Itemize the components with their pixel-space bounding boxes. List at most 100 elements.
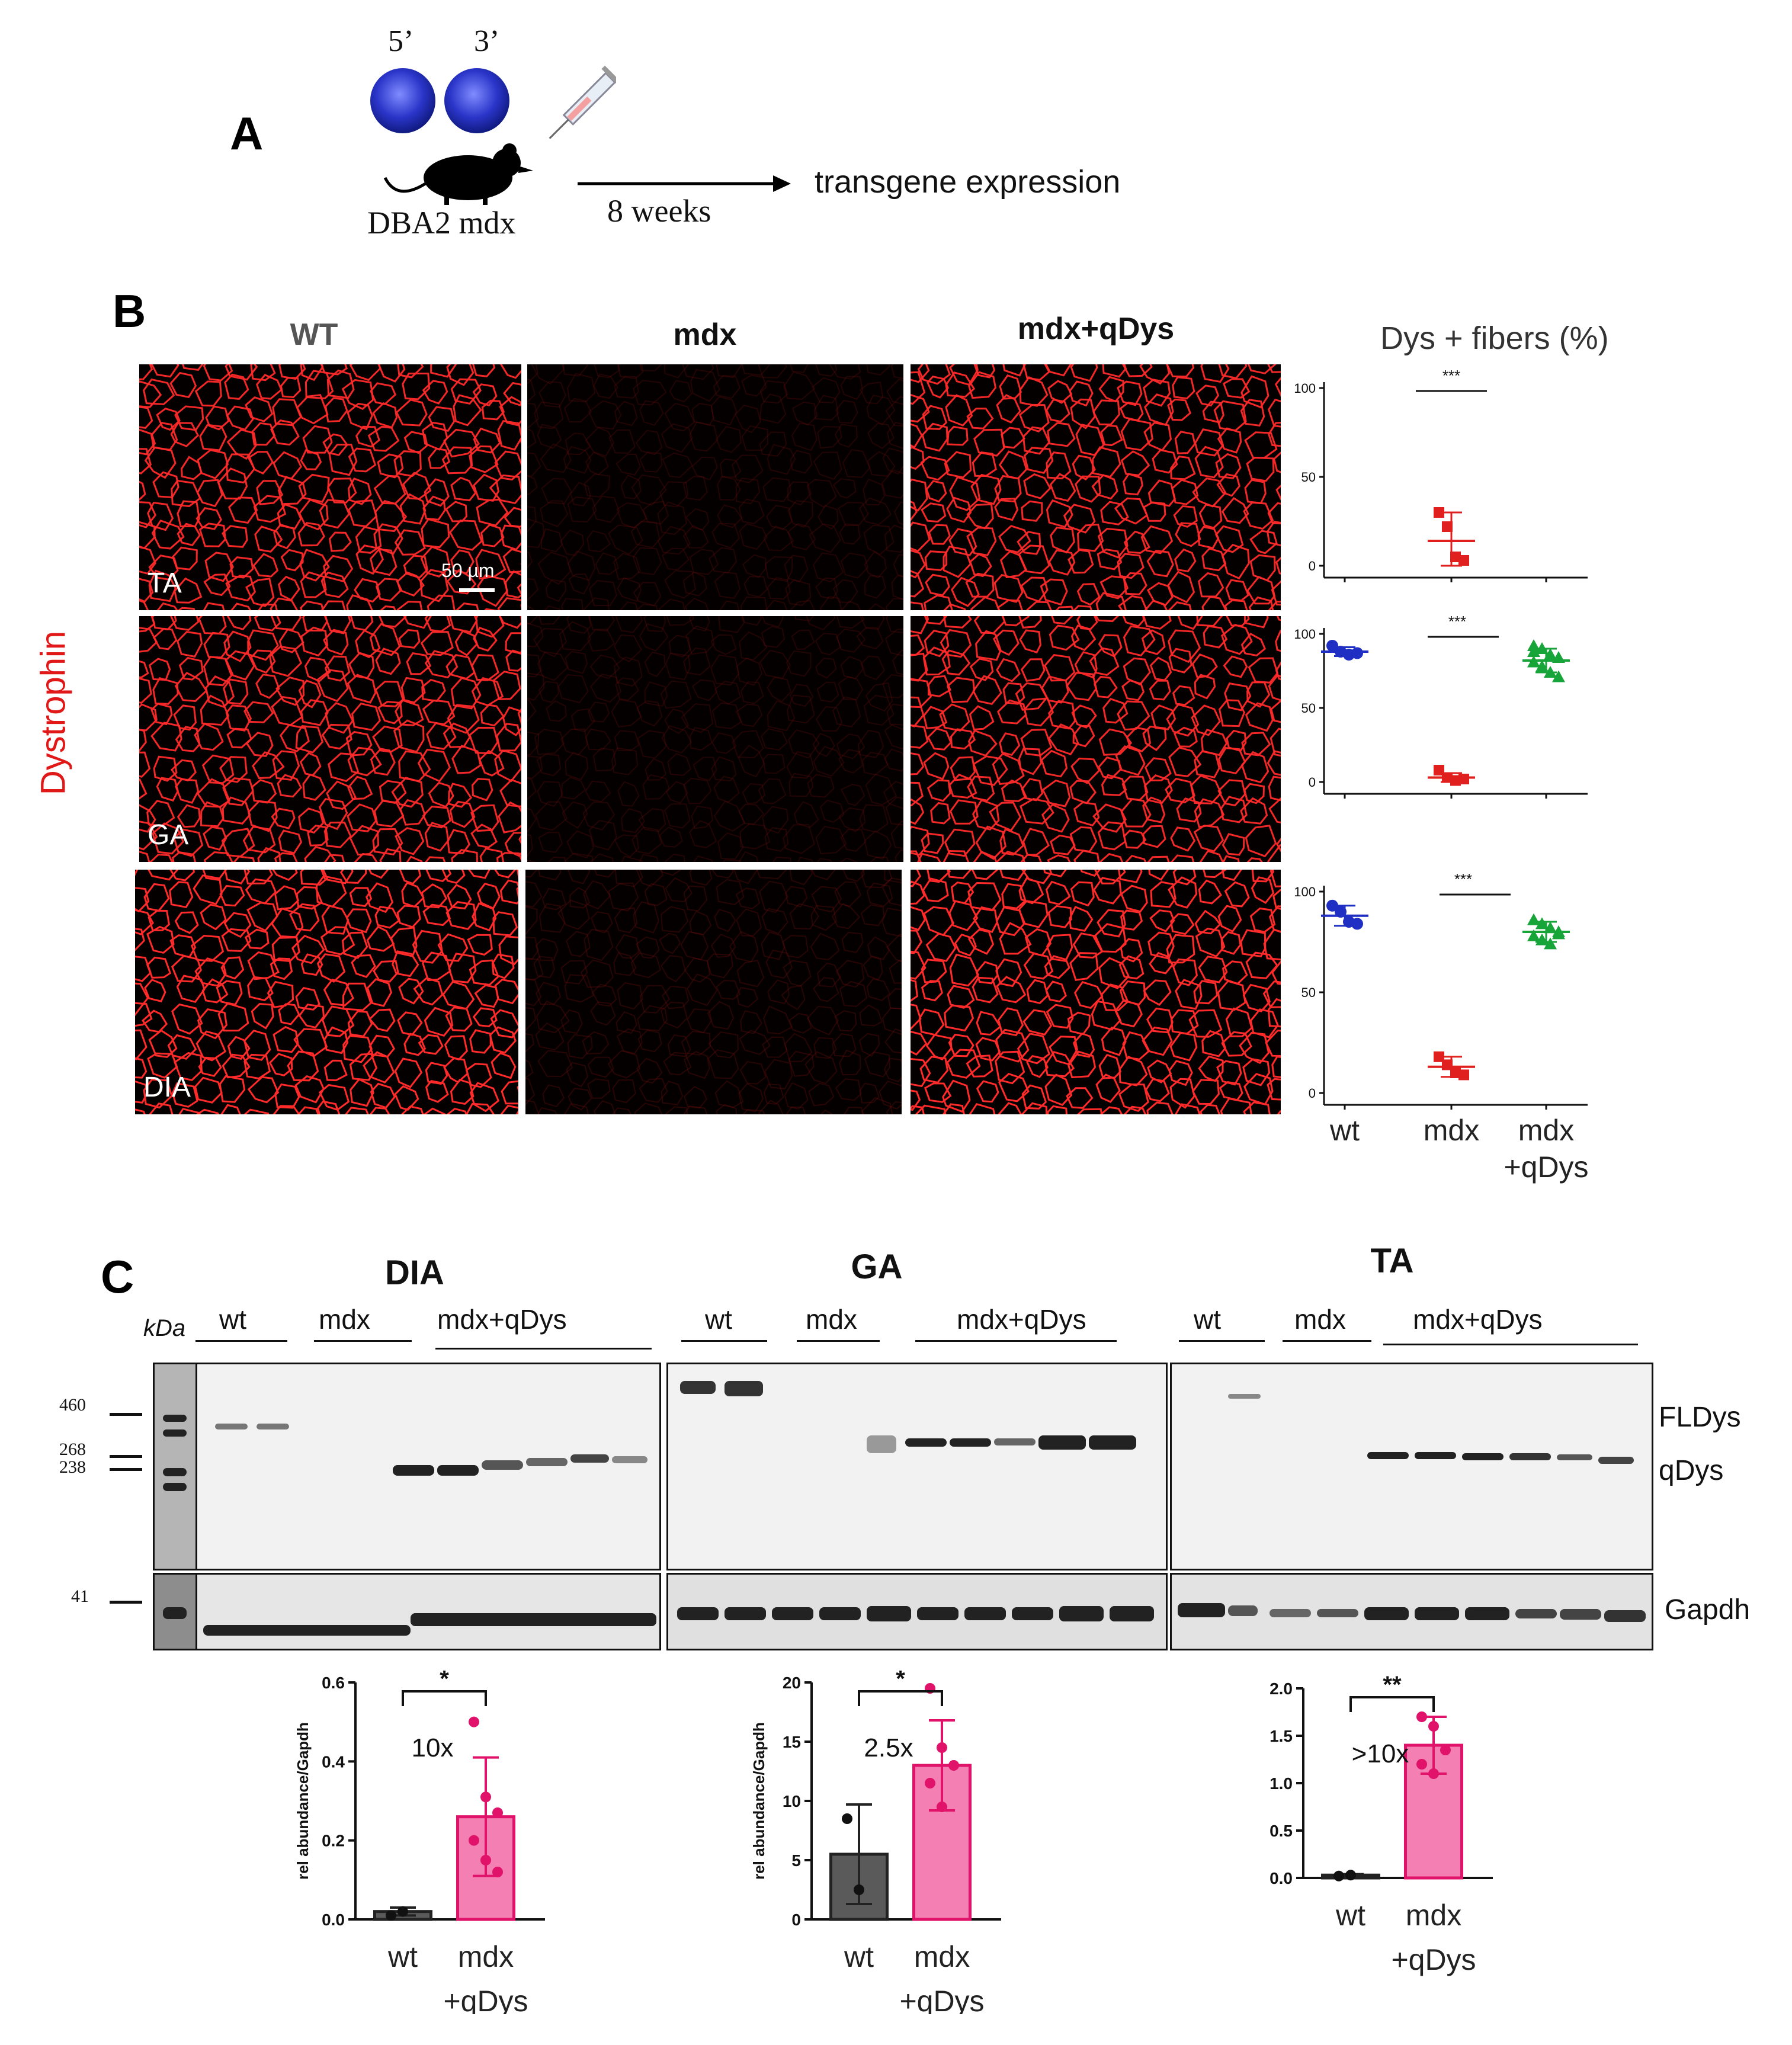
scale-bar xyxy=(459,588,495,592)
data-point xyxy=(397,1906,408,1917)
data-point xyxy=(937,1802,947,1812)
marker-41: 41 xyxy=(71,1586,89,1606)
data-point xyxy=(1434,765,1444,775)
bar-chart-ta: 0.0 0.5 1.0 1.5 2.0 ** >10x wt mdx +qDys xyxy=(1270,1672,1493,1976)
significance-label: *** xyxy=(1448,613,1466,630)
fiber-stain-texture xyxy=(911,364,1281,610)
western-blot-ga-gapdh xyxy=(666,1573,1168,1650)
y-tick-label: 0 xyxy=(1309,559,1316,573)
significance-label: * xyxy=(896,1671,905,1692)
y-axis-label: rel abundance/Gapdh xyxy=(294,1722,312,1880)
lane-group-ga-wt: wt xyxy=(705,1304,732,1335)
lane-line-ta-qdys xyxy=(1383,1344,1638,1345)
bar-chart-dia: 0.0 0.2 0.4 0.6 rel abundance/Gapdh * 10x wt mdx… xyxy=(294,1671,545,2014)
y-tick-label: 5 xyxy=(791,1851,801,1870)
column-header-mdx: mdx xyxy=(673,318,737,352)
data-point xyxy=(1326,899,1338,912)
timeline-label: 8 weeks xyxy=(607,193,711,229)
y-tick-label: 15 xyxy=(783,1733,801,1751)
y-tick-label: 100 xyxy=(1294,884,1316,899)
vector-label-5prime: 5’ xyxy=(388,24,414,58)
lane-group-dia-mdx: mdx xyxy=(319,1304,370,1335)
vector-label-3prime: 3’ xyxy=(474,24,500,58)
lane-group-ga-qdys: mdx+qDys xyxy=(957,1304,1086,1335)
syringe-icon xyxy=(549,65,616,139)
data-point xyxy=(1458,774,1469,784)
data-point xyxy=(925,1778,935,1788)
data-point xyxy=(1552,651,1565,663)
y-tick-label: 20 xyxy=(783,1674,801,1692)
y-tick-label: 50 xyxy=(1301,701,1316,716)
data-point xyxy=(492,1867,503,1877)
x-category-label: wt xyxy=(387,1940,418,1973)
column-header-wt: WT xyxy=(290,318,338,352)
y-tick-label: 50 xyxy=(1301,985,1316,1000)
marker-460: 460 xyxy=(59,1395,86,1415)
micrograph-ta-qdys xyxy=(911,364,1281,610)
micrograph-dia-mdx xyxy=(525,870,902,1114)
fiber-stain-texture xyxy=(527,616,903,862)
western-blot-ga-dystrophin xyxy=(666,1363,1168,1570)
data-point xyxy=(1544,666,1557,678)
data-point xyxy=(492,1807,503,1818)
fold-change-label: 10x xyxy=(412,1733,454,1762)
data-point xyxy=(1335,906,1347,918)
data-point xyxy=(937,1742,947,1753)
dystrophin-stain-label: Dystrophin xyxy=(34,630,73,796)
x-category-label: +qDys xyxy=(443,1985,528,2014)
lane-line-ga-wt xyxy=(681,1340,767,1342)
aav-capsid-illustration xyxy=(370,65,616,139)
marker-tick-238 xyxy=(110,1468,142,1471)
data-point xyxy=(1326,640,1338,652)
lane-group-ta-mdx: mdx xyxy=(1294,1304,1346,1335)
panel-c-letter: C xyxy=(101,1251,134,1303)
data-point xyxy=(1527,645,1540,657)
lane-line-dia-qdys xyxy=(435,1348,652,1350)
timeline-arrow xyxy=(578,175,791,192)
micrograph-ta-wt: TA 50 µm xyxy=(139,364,521,610)
y-tick-label: 10 xyxy=(783,1792,801,1810)
data-point xyxy=(854,1884,864,1895)
marker-ladder-lane xyxy=(153,1363,199,1570)
y-tick-label: 0.5 xyxy=(1270,1822,1293,1840)
data-point xyxy=(1535,917,1549,929)
band-label-fldys: FLDys xyxy=(1659,1402,1741,1433)
x-category-label: mdx xyxy=(914,1940,970,1973)
data-point xyxy=(842,1813,852,1824)
y-axis-label: rel abundance/Gapdh xyxy=(750,1722,768,1880)
lane-group-ta-wt: wt xyxy=(1194,1304,1221,1335)
significance-bracket xyxy=(402,1690,487,1706)
fiber-stain-texture xyxy=(135,870,518,1114)
marker-238: 238 xyxy=(59,1457,86,1477)
data-point xyxy=(1527,929,1540,941)
scatter-plot-b-dia: 0 50 100 *** xyxy=(1294,870,1588,1110)
micrograph-ta-mdx xyxy=(527,364,903,610)
muscle-label-dia: DIA xyxy=(143,1072,191,1103)
blot-title-dia: DIA xyxy=(385,1254,444,1292)
micrograph-dia-qdys xyxy=(911,870,1281,1114)
data-point xyxy=(469,1716,479,1727)
scatter-plot-b-ga: 0 50 100 *** xyxy=(1294,613,1588,799)
western-blot-dia-gapdh xyxy=(195,1573,661,1650)
marker-tick-460 xyxy=(110,1413,142,1416)
lane-line-ta-mdx xyxy=(1283,1340,1371,1342)
lane-group-dia-qdys: mdx+qDys xyxy=(437,1304,567,1335)
muscle-label-ta: TA xyxy=(148,568,182,599)
x-category-label: wt xyxy=(1329,1114,1360,1147)
lane-group-ga-mdx: mdx xyxy=(806,1304,857,1335)
x-category-label: mdx xyxy=(1406,1899,1461,1932)
dys-fibers-plot-title: Dys + fibers (%) xyxy=(1380,320,1609,356)
y-tick-label: 0 xyxy=(1309,1086,1316,1101)
ladder-gapdh-lane xyxy=(153,1573,199,1650)
y-tick-label: 2.0 xyxy=(1270,1679,1293,1698)
micrograph-ga-qdys xyxy=(911,616,1281,862)
data-point xyxy=(1527,913,1540,925)
significance-label: * xyxy=(440,1671,449,1692)
x-category-label: wt xyxy=(1335,1899,1365,1932)
column-header-mdx-qdys: mdx+qDys xyxy=(1017,312,1175,346)
x-category-label: +qDys xyxy=(899,1985,984,2014)
panel-b-letter: B xyxy=(113,285,146,337)
data-point xyxy=(386,1910,396,1921)
scale-bar-label: 50 µm xyxy=(441,560,495,581)
